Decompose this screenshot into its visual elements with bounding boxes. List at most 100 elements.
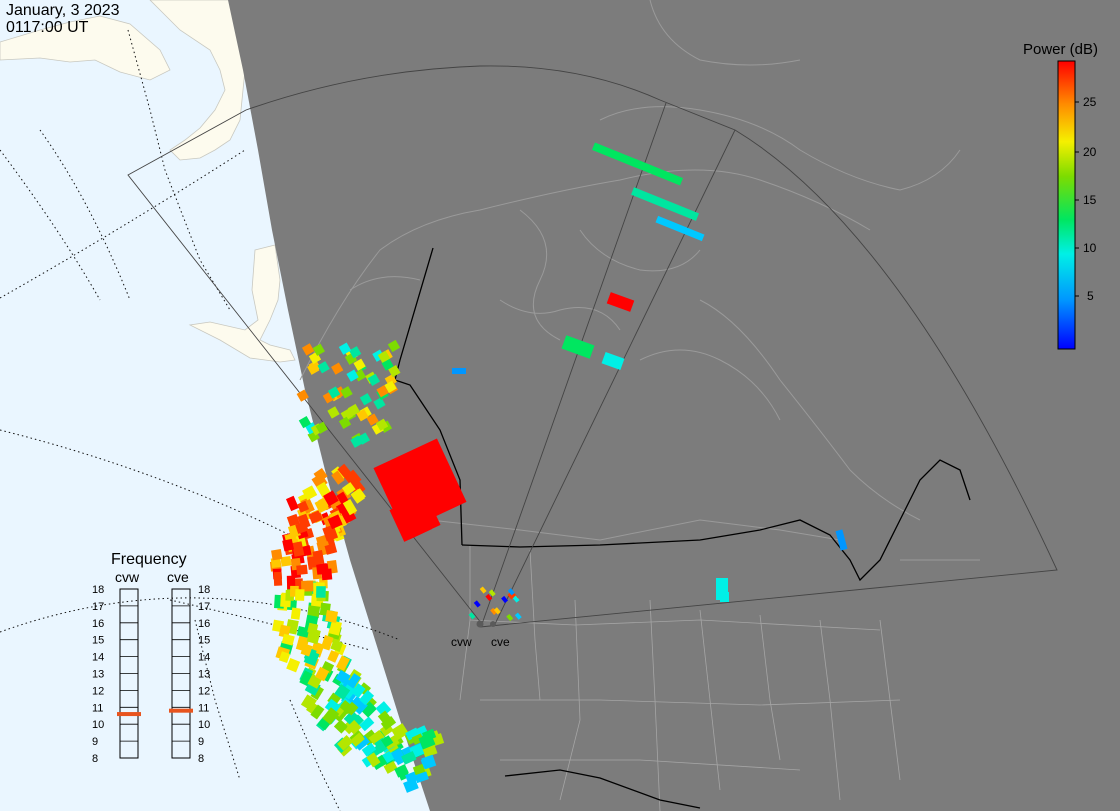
scatter-cell — [301, 343, 315, 356]
radar-label-cve: cve — [491, 635, 510, 649]
scatter-cell — [300, 643, 313, 657]
scatter-cell — [273, 571, 283, 586]
scatter-cell — [271, 549, 283, 561]
scatter-cell — [405, 771, 418, 784]
scatter-cell — [403, 515, 432, 540]
scatter-cell — [394, 764, 409, 778]
scatter-cell — [296, 564, 308, 576]
scatter-cell — [313, 467, 328, 483]
colorbar-tick-5: 5 — [1087, 289, 1094, 303]
frequency-tick: 11 — [198, 702, 209, 714]
scatter-cell — [337, 735, 354, 751]
scatter-cell — [380, 715, 397, 731]
day-land — [0, 0, 296, 363]
scatter-cell — [601, 351, 625, 371]
scatter-cell — [374, 737, 390, 754]
scatter-cell — [354, 735, 371, 751]
scatter-cell — [323, 490, 339, 507]
frequency-tick: 15 — [198, 635, 210, 647]
frequency-panel: Frequency cvw cve 18 17 16 15 14 13 12 11 10 9 8 18… — [92, 551, 210, 765]
station-label-cvw: cvw — [115, 569, 140, 585]
date-label: January, 3 2023 — [6, 2, 120, 19]
frequency-tick: 17 — [198, 601, 210, 613]
scatter-cell — [342, 482, 356, 496]
scatter-cell — [346, 673, 361, 689]
scatter-cell — [507, 592, 515, 600]
scatter-cell — [321, 568, 333, 581]
scatter-cell — [291, 541, 305, 557]
scatter-cell — [307, 362, 320, 375]
scatter-cell — [317, 716, 332, 731]
scatter-cell — [401, 751, 417, 765]
scatter-cell — [330, 639, 344, 653]
scatter-cell — [278, 651, 291, 664]
station-label-cve: cve — [167, 569, 189, 585]
frequency-tick: 17 — [92, 601, 104, 613]
scatter-cell — [327, 386, 341, 399]
scatter-cell — [377, 350, 391, 363]
scatter-cell — [316, 586, 326, 598]
frequency-tick: 9 — [92, 736, 98, 748]
scatter-cell — [290, 607, 301, 620]
night-land-features — [299, 0, 961, 541]
scatter-cell — [337, 463, 352, 479]
scatter-cell — [493, 607, 501, 615]
scatter-cell — [388, 365, 401, 378]
frequency-tick: 8 — [92, 753, 98, 765]
scatter-cell — [473, 600, 481, 608]
scatter-cell — [338, 416, 352, 430]
frequency-tick: 13 — [198, 669, 210, 681]
scatter-cell — [488, 589, 496, 597]
scatter-cell — [327, 406, 340, 419]
scatter-cell — [501, 595, 509, 604]
frequency-tick: 9 — [198, 736, 204, 748]
scatter-cell — [418, 733, 436, 750]
frequency-tick: 13 — [92, 669, 104, 681]
scatter-cell — [322, 707, 340, 725]
scatter-cell — [561, 335, 595, 359]
scatter-cell — [342, 498, 358, 516]
scatter-cell — [506, 613, 514, 622]
colorbar-tick-15: 15 — [1083, 193, 1097, 207]
scatter-cell — [315, 421, 328, 434]
scatter-cell — [307, 622, 319, 635]
scatter-cell — [346, 369, 359, 382]
scatter-cell — [655, 215, 705, 242]
scatter-cell — [327, 650, 340, 663]
scatter-cell — [350, 488, 365, 504]
scatter-cell — [490, 607, 498, 615]
scatter-cell — [512, 595, 520, 603]
scatter-cell — [331, 362, 344, 375]
scatter-cell — [359, 393, 373, 406]
frequency-tick: 15 — [92, 635, 104, 647]
scatter-cell — [366, 752, 381, 768]
frequency-tick: 16 — [92, 618, 104, 630]
scatter-cell — [314, 498, 330, 514]
scatter-cell — [384, 380, 397, 393]
radar-sites: cvw cve — [451, 620, 510, 649]
scatter-cell — [297, 500, 309, 513]
scatter-cell — [361, 742, 377, 757]
time-label: 0117:00 UT — [6, 19, 89, 36]
radar-label-cvw: cvw — [451, 635, 472, 649]
scatter-cell — [278, 624, 291, 638]
national-borders — [394, 247, 971, 809]
scatter-cell — [295, 589, 305, 601]
frequency-tick: 18 — [198, 584, 210, 596]
scatter-cell — [835, 529, 848, 551]
colorbar-tick-25: 25 — [1083, 95, 1097, 109]
frequency-tick: 14 — [92, 652, 104, 664]
frequency-tick: 11 — [92, 702, 103, 714]
scatter-cell — [281, 633, 295, 646]
scatter-cell — [507, 588, 515, 596]
scatter-cell — [375, 418, 389, 431]
frequency-indicator-cve — [169, 708, 193, 713]
frequency-tick: 10 — [92, 719, 104, 731]
frequency-tick: 12 — [92, 685, 104, 697]
scatter-cell — [344, 701, 359, 716]
scatter-cell — [452, 368, 466, 374]
backscatter-cells — [269, 142, 848, 793]
scatter-cell — [301, 580, 314, 592]
